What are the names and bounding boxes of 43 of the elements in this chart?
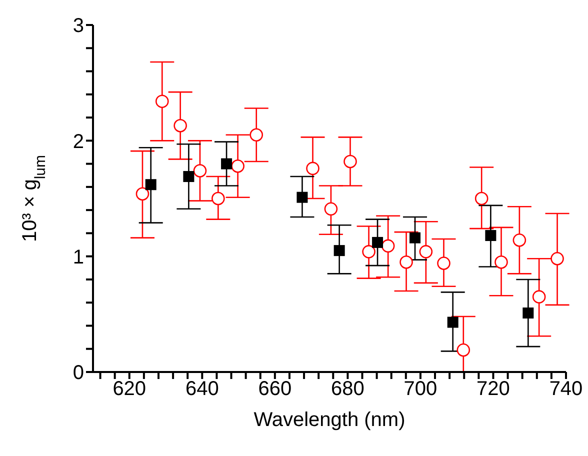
point <box>193 164 207 178</box>
point <box>381 239 395 253</box>
point <box>400 255 413 269</box>
point <box>221 158 232 170</box>
x-tick-label: 680 <box>331 378 364 400</box>
y-tick-label: 2 <box>72 130 84 153</box>
point <box>512 233 526 247</box>
point <box>474 192 488 206</box>
point <box>372 236 384 248</box>
x-tick-label: 620 <box>112 378 146 400</box>
point <box>522 308 534 319</box>
point <box>174 118 187 132</box>
point <box>550 252 564 266</box>
point <box>344 154 357 168</box>
point <box>456 343 470 357</box>
point <box>183 171 194 182</box>
x-tick-label: 660 <box>258 378 292 400</box>
y-tick-label: 0 <box>72 362 84 384</box>
point <box>437 256 450 270</box>
point <box>155 94 169 108</box>
point <box>485 230 496 242</box>
x-tick-label: 740 <box>549 378 583 400</box>
x-tick-label: 720 <box>476 378 510 400</box>
point <box>250 128 264 142</box>
point <box>447 316 458 328</box>
x-tick-label: 700 <box>404 378 438 400</box>
point <box>494 255 508 269</box>
x-tick-label: 640 <box>185 378 219 400</box>
point <box>306 162 320 176</box>
point <box>532 290 546 304</box>
y-tick-label: 1 <box>72 246 84 268</box>
point <box>212 192 225 206</box>
point <box>296 192 308 203</box>
point <box>136 187 150 201</box>
point <box>410 232 421 244</box>
point <box>334 245 345 256</box>
point <box>145 179 156 190</box>
y-tick-label: 3 <box>72 15 84 38</box>
x-axis-title: Wavelength (nm) <box>254 409 406 431</box>
point <box>324 202 338 216</box>
point <box>231 159 244 173</box>
point <box>362 245 376 258</box>
point <box>419 245 433 258</box>
